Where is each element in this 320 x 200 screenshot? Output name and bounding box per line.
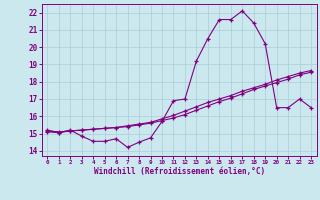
X-axis label: Windchill (Refroidissement éolien,°C): Windchill (Refroidissement éolien,°C) [94, 167, 265, 176]
